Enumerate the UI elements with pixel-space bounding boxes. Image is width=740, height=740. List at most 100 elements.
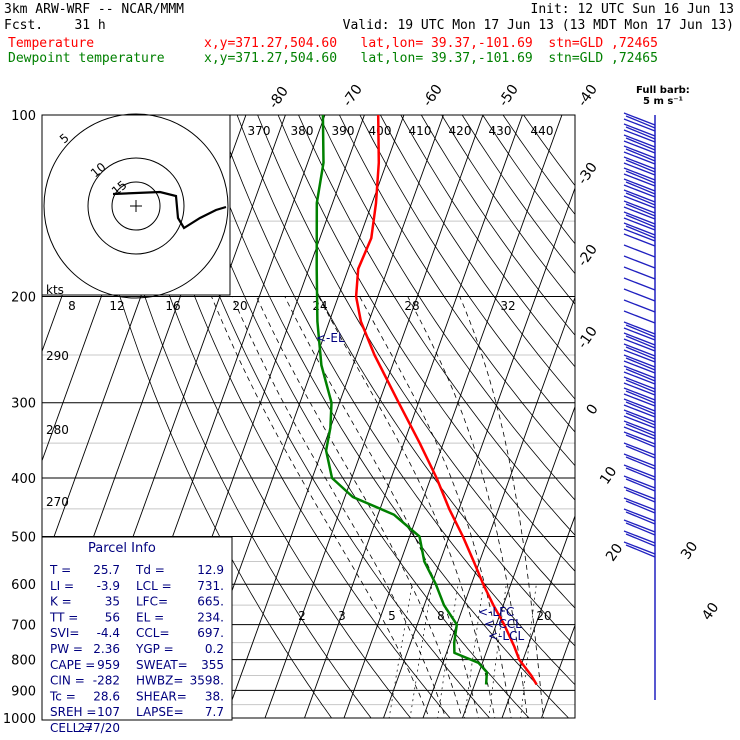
lfc-marker: <-LFC <box>478 605 514 619</box>
init-time: Init: 12 UTC Sun 16 Jun 13 <box>530 2 735 17</box>
dry-adiabat <box>175 115 530 718</box>
isotherm <box>225 115 444 718</box>
isotherm-label: -10 <box>575 324 601 352</box>
dry-adiabat <box>236 115 575 647</box>
dry-adiabat <box>73 115 333 718</box>
mixing-ratio-label: 8 <box>437 609 445 623</box>
pressure-tick-label: 200 <box>11 291 36 306</box>
theta-e-label: 390 <box>332 124 355 138</box>
pressure-tick-label: 300 <box>11 397 36 412</box>
parcel-info-cell: CAPE = <box>50 658 95 672</box>
isotherm-label: -40 <box>575 82 601 110</box>
hodograph-axis-label: 16 <box>165 299 180 313</box>
parcel-info-cell: SREH = <box>50 705 96 719</box>
parcel-info-cell: LCL = <box>136 579 172 593</box>
isotherm-label: 0 <box>584 401 602 417</box>
mixing-ratio-line <box>437 584 459 718</box>
pressure-tick-label: 700 <box>11 619 36 634</box>
parcel-info-cell: Td = <box>135 563 165 577</box>
parcel-info-cell: 38. <box>205 689 224 703</box>
dry-adiabat <box>318 115 575 501</box>
hodograph <box>41 113 231 299</box>
isotherm-label: -50 <box>496 82 522 110</box>
mixing-ratio-line <box>464 584 484 718</box>
parcel-info-cell: 959 <box>97 658 120 672</box>
dewpoint-trace <box>315 114 489 685</box>
dry-adiabat <box>93 115 372 718</box>
parcel-info-cell: 25.7 <box>93 563 120 577</box>
parcel-info-cell: CIN = <box>50 674 85 688</box>
theta-e-label: 410 <box>409 124 432 138</box>
ccl-marker: <-CCL <box>484 617 522 631</box>
dry-adiabat <box>379 115 575 400</box>
mixing-ratio-line <box>488 584 507 718</box>
isotherm <box>422 296 575 718</box>
mixing-ratio-label: 20 <box>536 609 551 623</box>
theta-e-label: 400 <box>369 124 392 138</box>
hodograph-ring <box>87 157 185 255</box>
hodograph-axis-label: 12 <box>109 299 124 313</box>
parcel-info-cell: 0.2 <box>205 642 224 656</box>
parcel-info-cell: 107 <box>97 705 120 719</box>
moist-adiabat <box>284 296 479 718</box>
parcel-info-cell: 28.6 <box>93 689 120 703</box>
dry-adiabat <box>298 115 575 536</box>
parcel-info-cell: LAPSE= <box>136 705 184 719</box>
isotherm <box>576 87 740 730</box>
hodograph-axis-label: 20 <box>232 299 247 313</box>
parcel-info-cell: CELL = <box>50 721 93 735</box>
dry-adiabat <box>523 115 575 187</box>
moist-adiabat <box>407 296 528 718</box>
dry-adiabat <box>257 115 575 609</box>
dry-adiabat <box>400 115 575 368</box>
isotherm <box>343 115 563 718</box>
parcel-info-cell: T = <box>49 563 71 577</box>
theta-e-label: 440 <box>531 124 554 138</box>
isotherm <box>501 514 575 718</box>
wind-barbs <box>623 112 656 700</box>
parcel-info-cell: Tc = <box>49 689 76 703</box>
parcel-info-cell: TT = <box>49 610 78 624</box>
hodograph-axis-label: 28 <box>404 299 419 313</box>
pressure-tick-label: 900 <box>11 684 36 699</box>
plot-frame <box>41 114 576 719</box>
parcel-info-cell: 665. <box>197 595 224 609</box>
isotherm-label: -80 <box>266 84 292 112</box>
moist-adiabat <box>211 296 430 718</box>
dewpoint-legend-label: Dewpoint temperature <box>8 51 165 66</box>
parcel-info-cell: CCL= <box>136 626 170 640</box>
moist-adiabat <box>459 296 544 718</box>
parcel-info-cell: PW = <box>50 642 83 656</box>
parcel-info-cell: SHEAR= <box>136 689 187 703</box>
isotherm-label: 30 <box>678 539 701 563</box>
parcel-info-cell: 12.9 <box>197 563 224 577</box>
mixing-ratio-label: 3 <box>338 609 346 623</box>
pressure-tick-label: 500 <box>11 530 36 545</box>
parcel-info-cell: LFC= <box>136 595 168 609</box>
parcel-info-cell: 731. <box>197 579 224 593</box>
pressure-tick-label: 600 <box>11 578 36 593</box>
hodograph-axis-label: 24 <box>312 299 327 313</box>
temperature-location: x,y=371.27,504.60 lat,lon= 39.37,-101.69… <box>204 36 658 51</box>
mixing-ratio-label: 5 <box>388 609 396 623</box>
parcel-info-cell: 234. <box>197 610 224 624</box>
dry-adiabat <box>134 115 451 718</box>
parcel-info-box <box>41 536 233 721</box>
theta-e-label: 420 <box>449 124 472 138</box>
moist-adiabat <box>318 296 496 718</box>
theta-label: 280 <box>46 423 69 437</box>
dewpoint-location: x,y=371.27,504.60 lat,lon= 39.37,-101.69… <box>204 51 658 66</box>
valid-time: Valid: 19 UTC Mon 17 Jun 13 (13 MDT Mon … <box>342 18 734 33</box>
hodograph-axis-label: 32 <box>500 299 515 313</box>
moist-adiabat <box>256 296 463 718</box>
parcel-info-cell: YGP = <box>135 642 174 656</box>
parcel-info-cell: K = <box>50 595 72 609</box>
parcel-info-cell: HWBZ= <box>136 674 183 688</box>
dry-adiabat <box>359 115 575 433</box>
isotherm-label: -20 <box>575 242 601 270</box>
isotherm <box>462 405 575 718</box>
parcel-info-cell: 2.36 <box>93 642 120 656</box>
isotherm-label: 40 <box>699 600 722 624</box>
isotherm-label: -30 <box>575 160 601 188</box>
